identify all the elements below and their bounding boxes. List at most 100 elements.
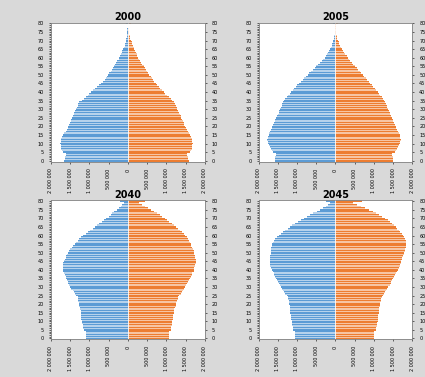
Bar [303, 79, 335, 81]
Bar [128, 108, 178, 110]
Bar [128, 303, 176, 305]
Bar [128, 336, 169, 337]
Bar [290, 308, 335, 310]
Bar [106, 78, 128, 79]
Bar [125, 41, 128, 43]
Bar [128, 115, 181, 117]
Bar [335, 320, 378, 322]
Bar [335, 219, 388, 221]
Bar [268, 138, 335, 139]
Bar [335, 334, 374, 336]
Bar [74, 112, 128, 113]
Bar [89, 93, 128, 95]
Bar [128, 271, 193, 273]
Bar [290, 93, 335, 95]
Bar [128, 113, 180, 115]
Bar [290, 305, 335, 307]
Bar [284, 291, 335, 293]
Bar [335, 97, 382, 98]
Bar [105, 79, 128, 81]
Bar [61, 144, 128, 146]
Bar [128, 310, 174, 312]
Bar [128, 283, 187, 284]
Bar [294, 88, 335, 89]
Bar [114, 66, 128, 67]
Bar [128, 79, 153, 81]
Bar [69, 124, 128, 126]
Bar [270, 261, 335, 262]
Bar [335, 40, 338, 41]
Bar [301, 81, 335, 83]
Bar [65, 132, 128, 134]
Bar [128, 38, 130, 40]
Bar [119, 59, 128, 60]
Bar [335, 67, 357, 69]
Bar [76, 295, 128, 296]
Bar [65, 276, 128, 277]
Bar [335, 72, 361, 74]
Bar [333, 40, 335, 41]
Bar [128, 126, 185, 127]
Bar [283, 231, 335, 233]
Bar [128, 209, 151, 211]
Bar [85, 233, 128, 235]
Bar [330, 48, 335, 50]
Bar [75, 243, 128, 245]
Bar [270, 264, 335, 265]
Bar [335, 277, 393, 279]
Bar [335, 243, 406, 245]
Bar [72, 117, 128, 119]
Bar [127, 29, 128, 31]
Bar [128, 298, 178, 300]
Bar [293, 89, 335, 91]
Bar [78, 298, 128, 300]
Bar [335, 293, 384, 295]
Bar [123, 48, 128, 50]
Bar [295, 331, 335, 333]
Bar [286, 293, 335, 295]
Bar [269, 132, 335, 134]
Bar [128, 132, 189, 134]
Bar [128, 151, 190, 153]
Bar [128, 48, 134, 50]
Bar [102, 221, 128, 223]
Bar [335, 132, 399, 134]
Bar [90, 230, 128, 231]
Bar [335, 52, 344, 54]
Bar [110, 70, 128, 72]
Bar [335, 45, 340, 47]
Bar [276, 155, 335, 156]
Bar [128, 204, 142, 205]
Bar [128, 88, 160, 89]
Bar [128, 70, 147, 72]
Bar [335, 156, 393, 158]
Bar [328, 52, 335, 54]
Bar [335, 305, 380, 307]
Bar [128, 221, 170, 223]
Bar [122, 204, 128, 205]
Bar [330, 202, 335, 204]
Bar [335, 291, 385, 293]
Bar [335, 314, 378, 315]
Bar [128, 129, 187, 131]
Bar [82, 324, 128, 326]
Bar [99, 84, 128, 86]
Bar [62, 151, 128, 153]
Bar [335, 257, 402, 259]
Bar [279, 235, 335, 236]
Bar [79, 305, 128, 307]
Bar [296, 86, 335, 88]
Bar [128, 326, 171, 327]
Bar [128, 274, 192, 276]
Bar [81, 236, 128, 238]
Bar [333, 23, 335, 25]
Bar [290, 226, 335, 228]
Bar [128, 308, 174, 310]
Bar [320, 62, 335, 64]
Bar [82, 320, 128, 322]
Title: 2000: 2000 [114, 12, 142, 22]
Bar [268, 136, 335, 138]
Bar [128, 214, 160, 216]
Bar [128, 86, 159, 88]
Bar [288, 95, 335, 97]
